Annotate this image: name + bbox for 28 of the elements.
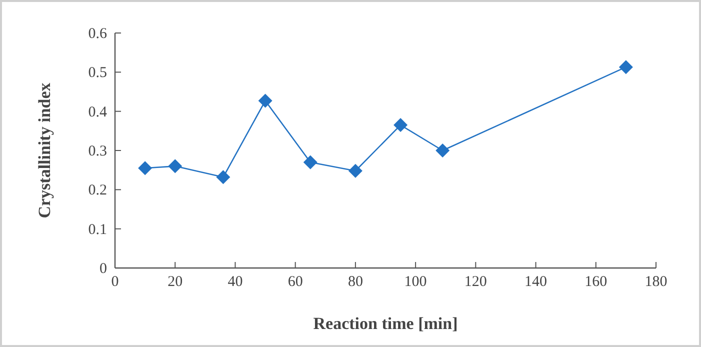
point <box>303 155 318 170</box>
y-tick-label: 0.4 <box>88 104 108 120</box>
x-tick-label: 80 <box>348 274 363 290</box>
x-axis-title: Reaction time [min] <box>313 314 458 333</box>
point <box>258 94 272 108</box>
y-tick-label: 0.3 <box>88 144 107 160</box>
point <box>618 60 633 74</box>
x-tick-label: 120 <box>464 274 487 290</box>
point <box>216 170 230 184</box>
x-tick-label: 60 <box>288 274 303 290</box>
y-tick-label: 0 <box>100 261 107 277</box>
point <box>348 164 362 178</box>
point <box>394 118 408 132</box>
point <box>138 161 152 176</box>
x-tick-label: 180 <box>644 274 668 290</box>
x-tick-label: 140 <box>524 274 548 290</box>
point <box>168 159 182 174</box>
x-tick-label: 20 <box>168 274 183 290</box>
y-tick-label: 0.6 <box>88 26 108 42</box>
y-axis-title: Crystallinity index <box>35 82 54 218</box>
x-tick-label: 100 <box>404 274 427 290</box>
y-tick-label: 0.5 <box>88 65 107 82</box>
x-tick-label: 160 <box>584 274 608 290</box>
point <box>436 144 450 158</box>
x-tick-label: 0 <box>111 274 119 290</box>
y-tick-label: 0.2 <box>88 182 107 199</box>
x-tick-label: 40 <box>228 274 243 290</box>
y-tick-label: 0.1 <box>88 222 107 238</box>
